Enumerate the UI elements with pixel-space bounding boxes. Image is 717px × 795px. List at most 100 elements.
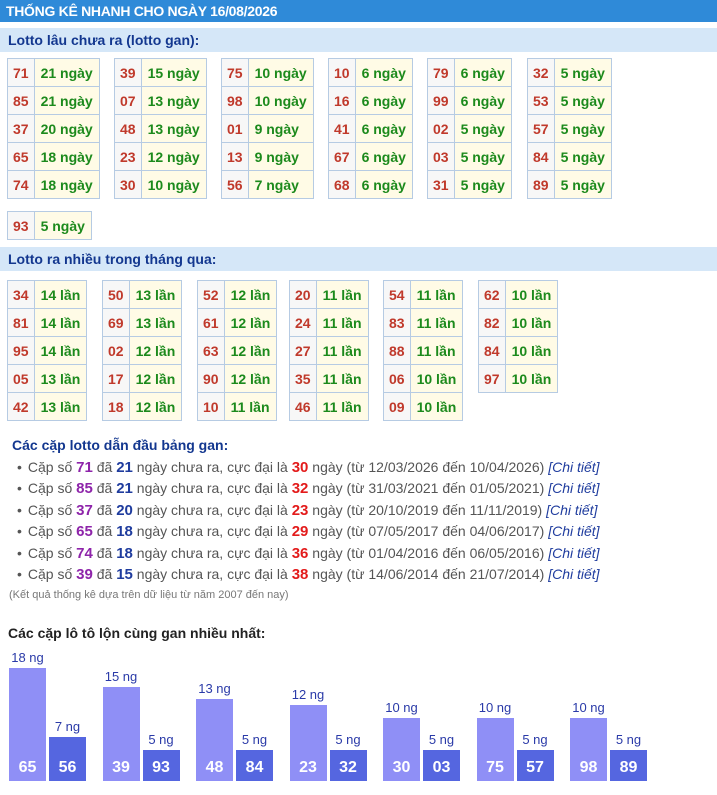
pair-number: 74	[76, 544, 93, 562]
lotto-number: 03	[427, 142, 455, 171]
lotto-count: 13 lần	[128, 280, 183, 309]
lotto-count: 12 ngày	[140, 142, 207, 171]
leader-item: • Cặp số 71 đã 21 ngày chưa ra, cực đại l…	[17, 459, 600, 476]
stat-row: 10 6 ngày	[328, 58, 413, 87]
stat-table: 10 6 ngày 16 6 ngày 41 6 ngày 67 6 ngày 68 6 ngày	[328, 58, 413, 199]
bullet: •	[17, 523, 22, 540]
lotto-number: 97	[478, 364, 506, 393]
lotto-number: 81	[7, 308, 35, 337]
bar-number: 98	[579, 759, 598, 776]
pair-number: 85	[76, 480, 93, 498]
lotto-number: 07	[114, 86, 142, 115]
detail-link[interactable]: [Chi tiết]	[546, 501, 598, 518]
stat-row: 81 14 lần	[7, 308, 88, 337]
stat-row: 39 15 ngày	[114, 58, 207, 87]
lotto-number: 30	[114, 170, 142, 199]
bar	[476, 718, 514, 781]
bar	[49, 736, 86, 781]
text: ngày chưa ra, cực đại là	[136, 523, 288, 540]
lotto-number: 02	[102, 336, 130, 365]
lotto-count: 10 lần	[504, 364, 559, 393]
lotto-count: 11 lần	[315, 364, 369, 393]
stat-row: 67 6 ngày	[328, 142, 413, 171]
stat-table: 75 10 ngày 98 10 ngày 01 9 ngày 13 9 ngày 56 7 ng…	[221, 58, 314, 199]
lotto-count: 11 lần	[315, 280, 369, 309]
bar-label: 10 ng	[478, 700, 512, 715]
bar-label: 5 ng	[148, 731, 174, 747]
stat-row: 27 11 lần	[289, 336, 369, 365]
max-days: 38	[291, 566, 309, 583]
stat-table: 54 11 lần 83 11 lần 88 11 lần 06 10 lần 09 10 lần	[383, 280, 464, 421]
lotto-count: 6 ngày	[354, 58, 413, 87]
stat-row: 54 11 lần	[383, 280, 464, 309]
lotto-count: 5 ngày	[453, 142, 512, 171]
detail-link[interactable]: [Chi tiết]	[548, 523, 600, 540]
detail-link[interactable]: [Chi tiết]	[548, 480, 600, 497]
lotto-count: 11 lần	[315, 336, 369, 365]
note: (Kết quả thống kê dựa trên dữ liệu từ nă…	[9, 589, 289, 601]
text: đã	[96, 523, 113, 540]
detail-link[interactable]: [Chi tiết]	[548, 459, 600, 475]
lotto-count: 11 lần	[223, 392, 278, 421]
bar-label: 13 ng	[198, 681, 231, 697]
text: Cặp số	[27, 523, 73, 540]
max-days: 32	[291, 480, 309, 498]
lotto-count: 14 lần	[33, 280, 88, 309]
bar	[196, 699, 233, 781]
bar	[289, 705, 327, 781]
lotto-number: 20	[289, 280, 317, 309]
lotto-number: 83	[383, 308, 411, 337]
stat-row: 18 12 lần	[102, 392, 183, 421]
bar	[610, 749, 647, 781]
lotto-number: 56	[221, 170, 249, 199]
max-days: 30	[291, 459, 309, 476]
lotto-number: 50	[102, 280, 130, 309]
lotto-number: 41	[328, 114, 356, 143]
stat-row: 63 12 lần	[197, 336, 278, 365]
lotto-number: 88	[383, 336, 411, 365]
lotto-count: 6 ngày	[354, 86, 413, 115]
stat-table: 93 5 ngày	[7, 211, 92, 240]
stat-row: 79 6 ngày	[427, 58, 512, 87]
lotto-count: 5 ngày	[553, 58, 612, 87]
bar-number: 23	[299, 759, 317, 776]
section-title: Các cặp lô tô lộn cùng gan nhiều nhất:	[8, 625, 266, 641]
bar-label: 5 ng	[522, 731, 548, 747]
lotto-number: 89	[527, 170, 555, 199]
leader-item: • Cặp số 65 đã 18 ngày chưa ra, cực đại l…	[17, 523, 600, 540]
stat-row: 84 10 lần	[478, 336, 559, 365]
stat-row: 17 12 lần	[102, 364, 183, 393]
detail-link[interactable]: [Chi tiết]	[548, 544, 600, 561]
lotto-count: 10 lần	[504, 280, 559, 309]
text: ngày chưa ra, cực đại là	[136, 544, 288, 561]
lotto-number: 61	[197, 308, 225, 337]
stat-row: 93 5 ngày	[7, 211, 92, 240]
stat-row: 82 10 lần	[478, 308, 559, 337]
stat-row: 46 11 lần	[289, 392, 369, 421]
bar-number: 75	[486, 759, 504, 776]
stat-row: 98 10 ngày	[221, 86, 314, 115]
lotto-count: 14 lần	[33, 336, 88, 365]
stat-row: 06 10 lần	[383, 364, 464, 393]
section-title: Lotto ra nhiều trong tháng qua:	[0, 247, 717, 271]
bar-number: 56	[58, 759, 77, 776]
stat-row: 61 12 lần	[197, 308, 278, 337]
bar-number: 30	[392, 759, 411, 776]
stat-row: 89 5 ngày	[527, 170, 612, 199]
lotto-number: 79	[427, 58, 455, 87]
header: THỐNG KÊ NHANH CHO NGÀY 16/08/2026	[0, 0, 717, 22]
stat-row: 88 11 lần	[383, 336, 464, 365]
stat-row: 23 12 ngày	[114, 142, 207, 171]
bar-number: 93	[152, 759, 170, 776]
section-title: Lotto lâu chưa ra (lotto gan):	[0, 28, 717, 52]
lotto-number: 98	[221, 86, 249, 115]
lotto-number: 69	[102, 308, 130, 337]
pair-number: 37	[76, 501, 93, 519]
lotto-number: 53	[527, 86, 555, 115]
bar	[236, 749, 273, 781]
stat-row: 97 10 lần	[478, 364, 559, 393]
detail-link[interactable]: [Chi tiết]	[548, 566, 600, 582]
stat-row: 85 21 ngày	[7, 86, 100, 115]
lotto-number: 16	[328, 86, 356, 115]
